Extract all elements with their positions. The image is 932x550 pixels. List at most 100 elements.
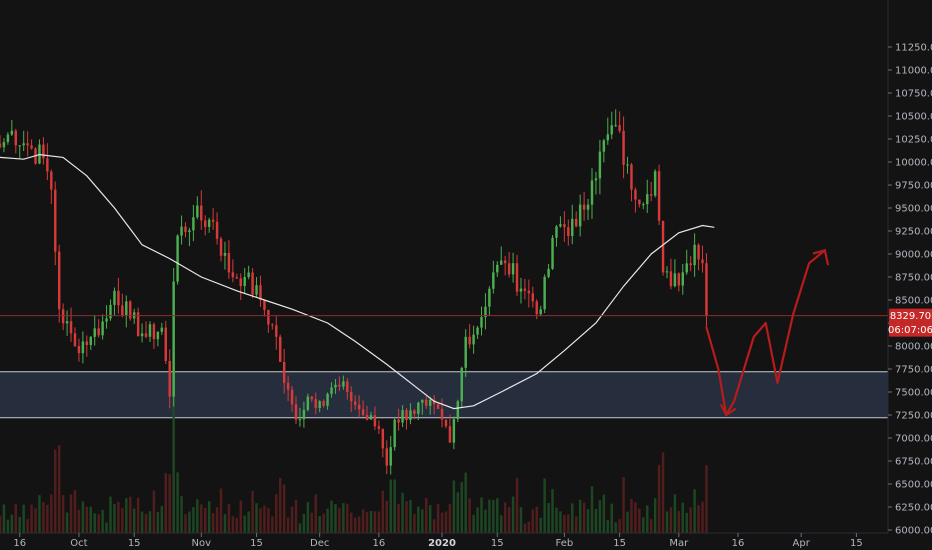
candle-body xyxy=(310,396,314,400)
candle-body xyxy=(235,277,239,279)
volume-bar xyxy=(610,503,613,533)
time-tick-label: 15 xyxy=(850,538,863,549)
volume-bar xyxy=(594,509,598,533)
candle-body xyxy=(69,321,73,334)
volume-bar xyxy=(105,522,108,533)
volume-bar xyxy=(456,492,460,533)
price-tick-label: 6500.00 xyxy=(895,480,932,491)
candle-body xyxy=(46,158,49,172)
time-tick-label: 15 xyxy=(128,538,141,549)
volume-bar xyxy=(57,445,61,533)
candle-body xyxy=(361,409,365,415)
volume-bar xyxy=(318,516,321,533)
volume-bar xyxy=(598,500,602,533)
volume-bar xyxy=(310,512,314,533)
volume-bar xyxy=(551,489,554,533)
candle-body xyxy=(10,130,14,135)
candle-body xyxy=(164,327,167,362)
volume-bar xyxy=(172,366,175,533)
candle-body xyxy=(618,125,621,131)
candle-body xyxy=(223,253,227,256)
candle-body xyxy=(117,290,120,306)
candle-body xyxy=(0,143,2,148)
price-tick-label: 7500.00 xyxy=(895,388,932,399)
candle-body xyxy=(2,142,6,148)
candle-body xyxy=(626,164,629,166)
candle-body xyxy=(531,293,535,302)
price-tick-label: 8500.00 xyxy=(895,296,932,307)
volume-bar xyxy=(701,501,704,533)
price-tick-label: 10500.00 xyxy=(895,112,932,123)
volume-bar xyxy=(353,517,357,533)
volume-bar xyxy=(425,498,428,533)
candle-body xyxy=(436,404,440,409)
volume-bar xyxy=(227,504,231,533)
candle-body xyxy=(50,171,53,190)
candle-body xyxy=(456,401,460,420)
volume-bar xyxy=(385,500,388,533)
last-price-label: 8329.70 xyxy=(890,311,931,322)
candle-body xyxy=(405,410,408,421)
volume-bar xyxy=(677,510,681,533)
volume-bar xyxy=(488,499,491,533)
volume-bar xyxy=(492,499,495,533)
candle-body xyxy=(511,263,515,275)
projection-drawing[interactable] xyxy=(705,249,827,417)
candle-body xyxy=(73,333,77,346)
candle-body xyxy=(105,318,108,322)
candle-body xyxy=(543,276,546,310)
candle-body xyxy=(610,125,613,135)
candle-body xyxy=(689,263,692,266)
volume-bar xyxy=(18,517,21,533)
candle-body xyxy=(559,224,562,227)
candle-body xyxy=(673,273,677,287)
volume-bar xyxy=(132,508,136,533)
price-tick-label: 9500.00 xyxy=(895,204,932,215)
volume-bar xyxy=(140,511,144,533)
moving-average-layer xyxy=(0,153,715,410)
volume-bar xyxy=(365,511,369,533)
candle-body xyxy=(681,272,684,286)
candle-body xyxy=(18,145,21,147)
volume-bar xyxy=(239,500,242,533)
volume-bar xyxy=(298,523,302,533)
candle-body xyxy=(97,328,100,336)
volume-bar xyxy=(669,507,673,533)
volume-bar xyxy=(421,509,424,533)
volume-bar xyxy=(97,514,100,533)
candle-body xyxy=(377,426,381,429)
candle-body xyxy=(634,189,637,200)
candle-body xyxy=(523,288,527,291)
volume-bar xyxy=(649,519,653,533)
volume-bar xyxy=(109,496,112,533)
candle-body xyxy=(322,401,325,406)
volume-bar xyxy=(602,494,606,533)
candle-body xyxy=(440,408,444,420)
time-axis[interactable]: 16 Oct 15 Nov 15 Dec 16 2020 15 Feb 15 Mar 16 Apr 15 xyxy=(13,533,863,549)
volume-bar xyxy=(259,508,262,533)
candle-body xyxy=(85,341,89,346)
candle-body xyxy=(503,260,507,264)
candle-body xyxy=(630,164,633,190)
volume-bar xyxy=(657,464,661,533)
volume-bar xyxy=(417,506,420,533)
candle-body xyxy=(464,336,467,368)
volume-bar xyxy=(61,495,65,533)
support-zone[interactable] xyxy=(0,371,888,418)
candle-body xyxy=(539,309,542,315)
volume-bar xyxy=(444,511,448,533)
volume-bar xyxy=(452,480,456,533)
candle-body xyxy=(638,199,641,205)
candle-body xyxy=(598,151,602,179)
moving-average-line[interactable] xyxy=(0,153,715,410)
volume-bar xyxy=(101,509,104,533)
candle-body xyxy=(160,327,164,332)
candle-body xyxy=(496,264,499,273)
volume-bar xyxy=(302,513,306,533)
candle-body xyxy=(239,278,242,287)
volume-bar xyxy=(563,514,566,533)
volume-bar xyxy=(85,506,89,533)
volume-bar xyxy=(428,505,432,533)
price-axis[interactable]: 11250.00 11000.00 10750.00 10500.00 10250.00… xyxy=(888,43,932,537)
